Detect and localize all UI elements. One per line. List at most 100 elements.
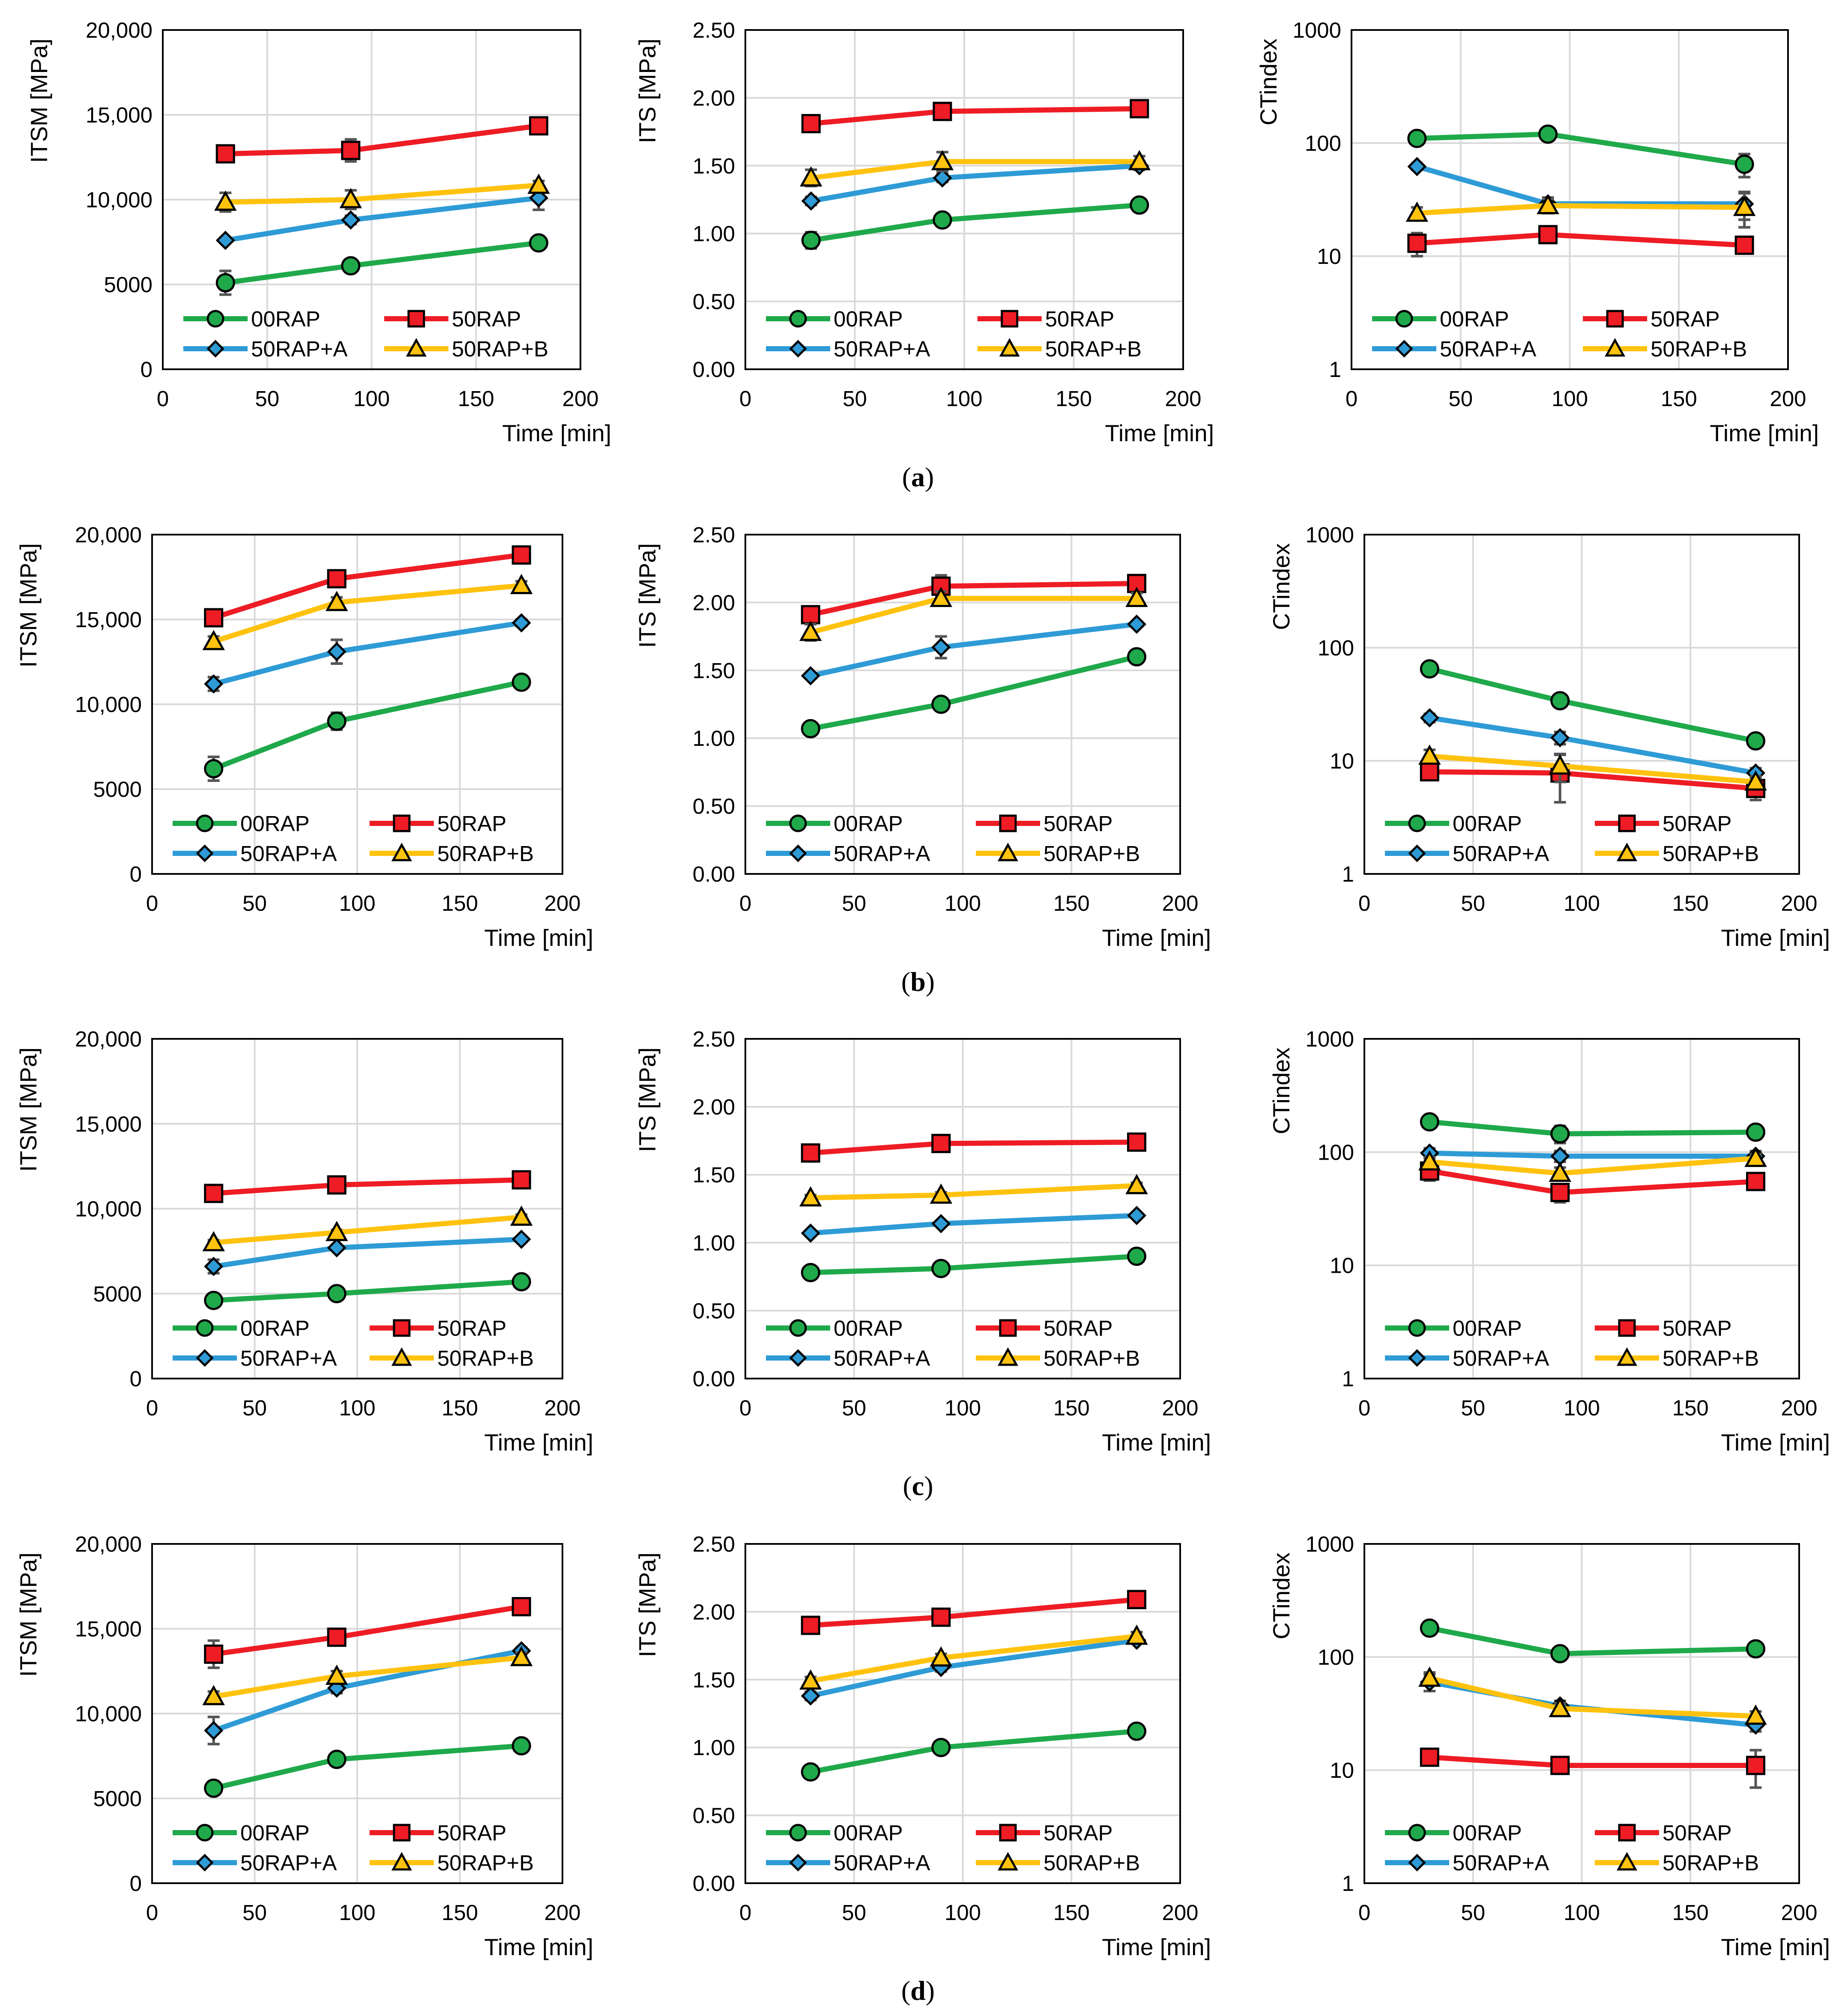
- data-point-marker: [339, 188, 362, 209]
- legend-marker: [196, 844, 214, 862]
- x-tick-label: 150: [1672, 891, 1709, 915]
- x-tick-label: 0: [146, 891, 158, 915]
- data-point-marker: [511, 1272, 531, 1292]
- data-point-marker: [931, 1259, 951, 1278]
- series-50RAP+A: [204, 1229, 531, 1276]
- series-50RAP: [801, 1590, 1146, 1635]
- series-50RAP: [204, 545, 531, 628]
- legend-marker: [789, 1854, 807, 1872]
- data-point-marker: [341, 256, 361, 275]
- panel-label-paren-open: (: [901, 1975, 910, 2006]
- data-point-marker: [1550, 728, 1570, 748]
- legend-marker: [393, 814, 411, 832]
- chart-c-1: 0 5000 10,000 15,000 20,000 0 50 100 150 200 Time …: [15, 1027, 593, 1456]
- x-tick-label: 200: [544, 1900, 580, 1925]
- y-tick-label: 0.50: [693, 1804, 735, 1828]
- panel-label-letter: a: [911, 462, 925, 492]
- legend-label: 50RAP: [1651, 307, 1720, 331]
- data-point-marker: [1405, 201, 1429, 222]
- legend-marker: [1001, 310, 1019, 328]
- x-axis-title: Time [min]: [1105, 420, 1214, 446]
- y-tick-label: 2.50: [693, 1027, 735, 1051]
- data-point-marker: [799, 1669, 822, 1690]
- data-point-marker: [1127, 647, 1146, 667]
- series-line: [808, 202, 1142, 243]
- y-tick-label: 1.50: [693, 658, 735, 683]
- y-tick-label: 1000: [1306, 1027, 1354, 1051]
- data-point-marker: [511, 1170, 531, 1190]
- series-50RAP: [204, 1597, 531, 1669]
- legend-label: 00RAP: [240, 1821, 310, 1845]
- data-point-marker: [1127, 1721, 1146, 1741]
- series-50RAP: [215, 116, 548, 164]
- x-tick-label: 150: [1056, 386, 1092, 411]
- plot-area-frame: [745, 534, 1181, 875]
- legend-marker: [196, 814, 214, 832]
- data-point-marker: [1125, 586, 1148, 607]
- series-50RAP+A: [801, 1205, 1147, 1243]
- y-tick-label: 2.00: [693, 1600, 735, 1624]
- chart-b-2: 0.00 0.50 1.00 1.50 2.00 2.50 0 50 100 150 200 Time…: [634, 523, 1211, 951]
- x-axis-title: Time [min]: [1710, 420, 1819, 446]
- series-00RAP: [1407, 124, 1754, 179]
- legend-marker: [1616, 1347, 1637, 1366]
- series-50RAP: [204, 1170, 531, 1203]
- y-axis-title: ITSM [MPa]: [26, 39, 52, 163]
- legend: 00RAP 50RAP 50RAP+A 50RAP+B: [766, 1316, 1140, 1370]
- data-point-marker: [204, 1721, 224, 1741]
- panel-label-paren-open: (: [901, 966, 910, 997]
- x-tick-label: 200: [544, 891, 580, 915]
- data-point-marker: [511, 545, 531, 565]
- x-tick-label: 150: [1053, 891, 1090, 915]
- series-line: [1427, 1675, 1758, 1719]
- y-tick-label: 100: [1318, 1140, 1354, 1164]
- legend-label: 50RAP+A: [1453, 1346, 1549, 1370]
- legend-label: 00RAP: [1453, 1316, 1522, 1340]
- legend-label: 50RAP: [1663, 1316, 1732, 1340]
- data-point-marker: [327, 1284, 347, 1304]
- legend-label: 00RAP: [834, 1316, 903, 1340]
- legend-label: 50RAP+A: [1453, 841, 1549, 866]
- series-line: [808, 1213, 1139, 1236]
- legend-label: 50RAP: [1663, 1821, 1732, 1845]
- data-point-marker: [529, 188, 549, 208]
- y-tick-label: 10,000: [75, 1197, 142, 1221]
- data-point-marker: [202, 1685, 225, 1705]
- legend-marker: [997, 1347, 1018, 1366]
- x-tick-label: 150: [458, 386, 494, 411]
- legend-label: 50RAP: [452, 307, 521, 331]
- data-point-marker: [800, 166, 822, 187]
- x-axis-title: Time [min]: [484, 1934, 593, 1960]
- data-point-marker: [1744, 770, 1767, 791]
- series-50RAP+A: [1420, 708, 1766, 783]
- panel-label-paren-close: ): [926, 1975, 935, 2006]
- data-point-marker: [327, 1238, 347, 1258]
- data-point-marker: [933, 210, 952, 230]
- x-tick-label: 100: [945, 1900, 981, 1925]
- data-point-marker: [1734, 154, 1754, 174]
- x-tick-label: 200: [1162, 1900, 1198, 1925]
- legend-label: 50RAP: [1044, 1821, 1113, 1845]
- data-point-marker: [204, 1778, 224, 1798]
- legend-marker: [196, 1349, 214, 1367]
- data-point-marker: [801, 1223, 820, 1243]
- x-tick-label: 0: [1346, 386, 1358, 411]
- y-axis-title: ITSM [MPa]: [15, 1552, 42, 1677]
- legend-marker: [391, 1852, 412, 1871]
- y-tick-label: 5000: [104, 272, 153, 297]
- legend-marker: [999, 1319, 1017, 1337]
- y-tick-label: 5000: [93, 1282, 142, 1306]
- legend-marker: [997, 1852, 1018, 1871]
- chart-a-3: 1 10 100 1000 0 50 100 150 200 Time [min] CTindex 0…: [1255, 18, 1819, 446]
- panel-label-paren-close: ): [925, 462, 934, 492]
- x-tick-label: 200: [1162, 891, 1198, 915]
- series-50RAP+A: [204, 613, 531, 694]
- data-point-marker: [1418, 1666, 1441, 1687]
- x-axis-title: Time [min]: [1721, 1934, 1830, 1960]
- x-tick-label: 0: [1358, 1900, 1370, 1925]
- data-point-marker: [801, 1686, 820, 1706]
- x-tick-label: 0: [739, 1900, 751, 1925]
- x-tick-label: 200: [1781, 1900, 1817, 1925]
- data-point-marker: [325, 1664, 348, 1685]
- data-point-marker: [1744, 1146, 1767, 1167]
